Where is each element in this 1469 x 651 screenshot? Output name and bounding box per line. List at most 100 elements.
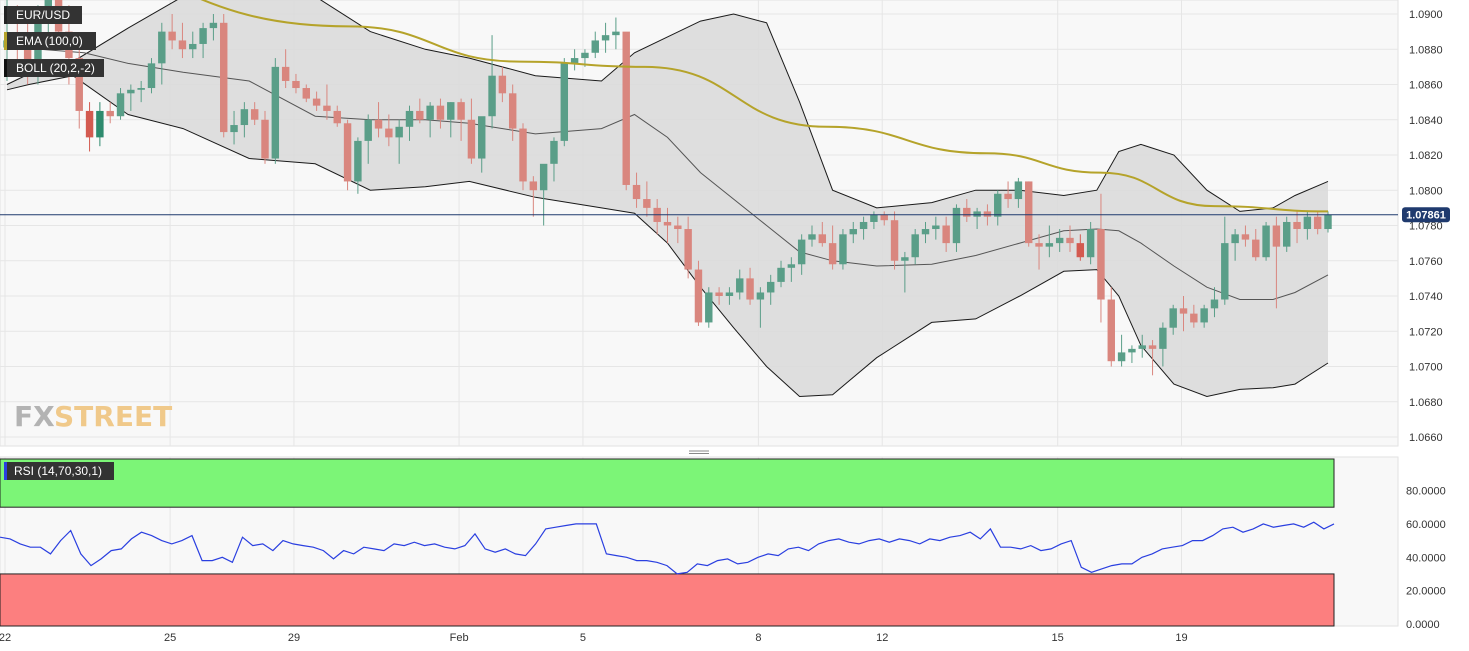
candle (405, 105, 414, 141)
candle (230, 110, 238, 145)
candle (199, 22, 207, 59)
candle (116, 88, 125, 120)
candle (994, 190, 1002, 226)
candle (416, 98, 424, 124)
candle (85, 102, 94, 152)
candle (364, 114, 372, 164)
candle (333, 105, 341, 127)
candle (1014, 177, 1023, 208)
candle (601, 22, 610, 53)
candle (839, 229, 847, 270)
rsi-y-tick-label: 40.0000 (1406, 552, 1446, 564)
candle (250, 102, 259, 126)
candle (632, 172, 641, 208)
legend-symbol: EUR/USD (4, 6, 82, 24)
x-tick-label: 29 (288, 632, 300, 644)
y-tick-label: 1.0700 (1409, 362, 1443, 374)
candle (395, 119, 403, 164)
candle (75, 40, 83, 129)
candle (1086, 221, 1095, 265)
last-price-label: 1.07861 (1406, 210, 1446, 222)
candle (1148, 340, 1157, 376)
candle (756, 287, 765, 328)
y-tick-label: 1.0720 (1409, 326, 1443, 338)
svg-text:FX: FX (14, 400, 55, 433)
candle (890, 211, 899, 270)
y-tick-label: 1.0900 (1409, 9, 1443, 21)
candle (828, 225, 837, 270)
legend-ema-label: EMA (100,0) (16, 34, 83, 48)
legend: EUR/USD EMA (100,0) BOLL (20,2,-2) (4, 6, 104, 77)
candle (1303, 211, 1312, 240)
rsi-y-axis: 80.0000 60.0000 40.0000 20.0000 0.0000 (1406, 486, 1446, 632)
bollinger-upper-line (6, 0, 1329, 212)
candle (674, 216, 682, 244)
candle (1159, 322, 1167, 367)
main-y-axis: 1.0900 1.0880 1.0860 1.0840 1.0820 1.0800 1.07… (1409, 9, 1443, 444)
candle (715, 287, 723, 305)
candle (942, 216, 950, 252)
candle (302, 84, 311, 103)
ema-100-line (200, 0, 1329, 213)
candle (921, 221, 930, 244)
candle (1241, 225, 1250, 247)
candle (808, 225, 816, 247)
candle (591, 31, 599, 59)
candle (901, 251, 909, 293)
candle (158, 22, 166, 85)
y-tick-label: 1.0780 (1409, 221, 1443, 233)
y-tick-label: 1.0760 (1409, 256, 1443, 268)
candle (797, 234, 806, 275)
panel-resize-handle[interactable] (689, 450, 709, 454)
candle (189, 31, 197, 59)
bollinger-middle-line (7, 48, 1329, 300)
candle (1107, 287, 1115, 367)
candle (147, 58, 156, 94)
candle (1024, 181, 1033, 247)
candle (952, 204, 961, 252)
candle (457, 98, 465, 141)
rsi-y-tick-label: 80.0000 (1406, 486, 1446, 498)
candle (385, 114, 393, 147)
x-axis: 22 25 29 Feb 5 8 12 15 19 (0, 632, 1188, 644)
bollinger-lower-line (6, 75, 1329, 398)
candle (467, 98, 476, 164)
candle (1169, 304, 1177, 335)
y-tick-label: 1.0680 (1409, 397, 1443, 409)
candle (849, 221, 857, 244)
rsi-oversold-zone (0, 573, 1335, 627)
y-tick-label: 1.0660 (1409, 432, 1443, 444)
legend-boll: BOLL (20,2,-2) (4, 59, 104, 77)
candle (1293, 211, 1301, 244)
x-tick-label: 12 (876, 632, 888, 644)
x-tick-label: 8 (755, 632, 761, 644)
rsi-y-tick-label: 20.0000 (1406, 586, 1446, 598)
candle (1117, 334, 1126, 367)
candle (1128, 345, 1136, 363)
candle (1066, 225, 1074, 252)
candle (220, 14, 228, 138)
candle (818, 221, 827, 247)
candle (1004, 181, 1012, 208)
candle (859, 216, 868, 240)
x-tick-label: 25 (164, 632, 176, 644)
y-tick-label: 1.0740 (1409, 291, 1443, 303)
candle (539, 163, 548, 226)
candle (684, 216, 692, 279)
candle (1272, 216, 1281, 309)
rsi-line (0, 521, 1335, 575)
candle (1035, 234, 1043, 270)
candle (508, 84, 517, 141)
candle (312, 91, 321, 111)
x-tick-label: Feb (450, 632, 469, 644)
candle (447, 102, 455, 138)
candle (519, 123, 527, 191)
legend-boll-label: BOLL (20,2,-2) (16, 61, 95, 75)
candle (281, 49, 290, 89)
candle (705, 287, 713, 328)
x-tick-label: 15 (1052, 632, 1064, 644)
candle (168, 14, 176, 50)
candle (1210, 287, 1219, 318)
candle (766, 274, 775, 305)
candle (478, 116, 486, 173)
